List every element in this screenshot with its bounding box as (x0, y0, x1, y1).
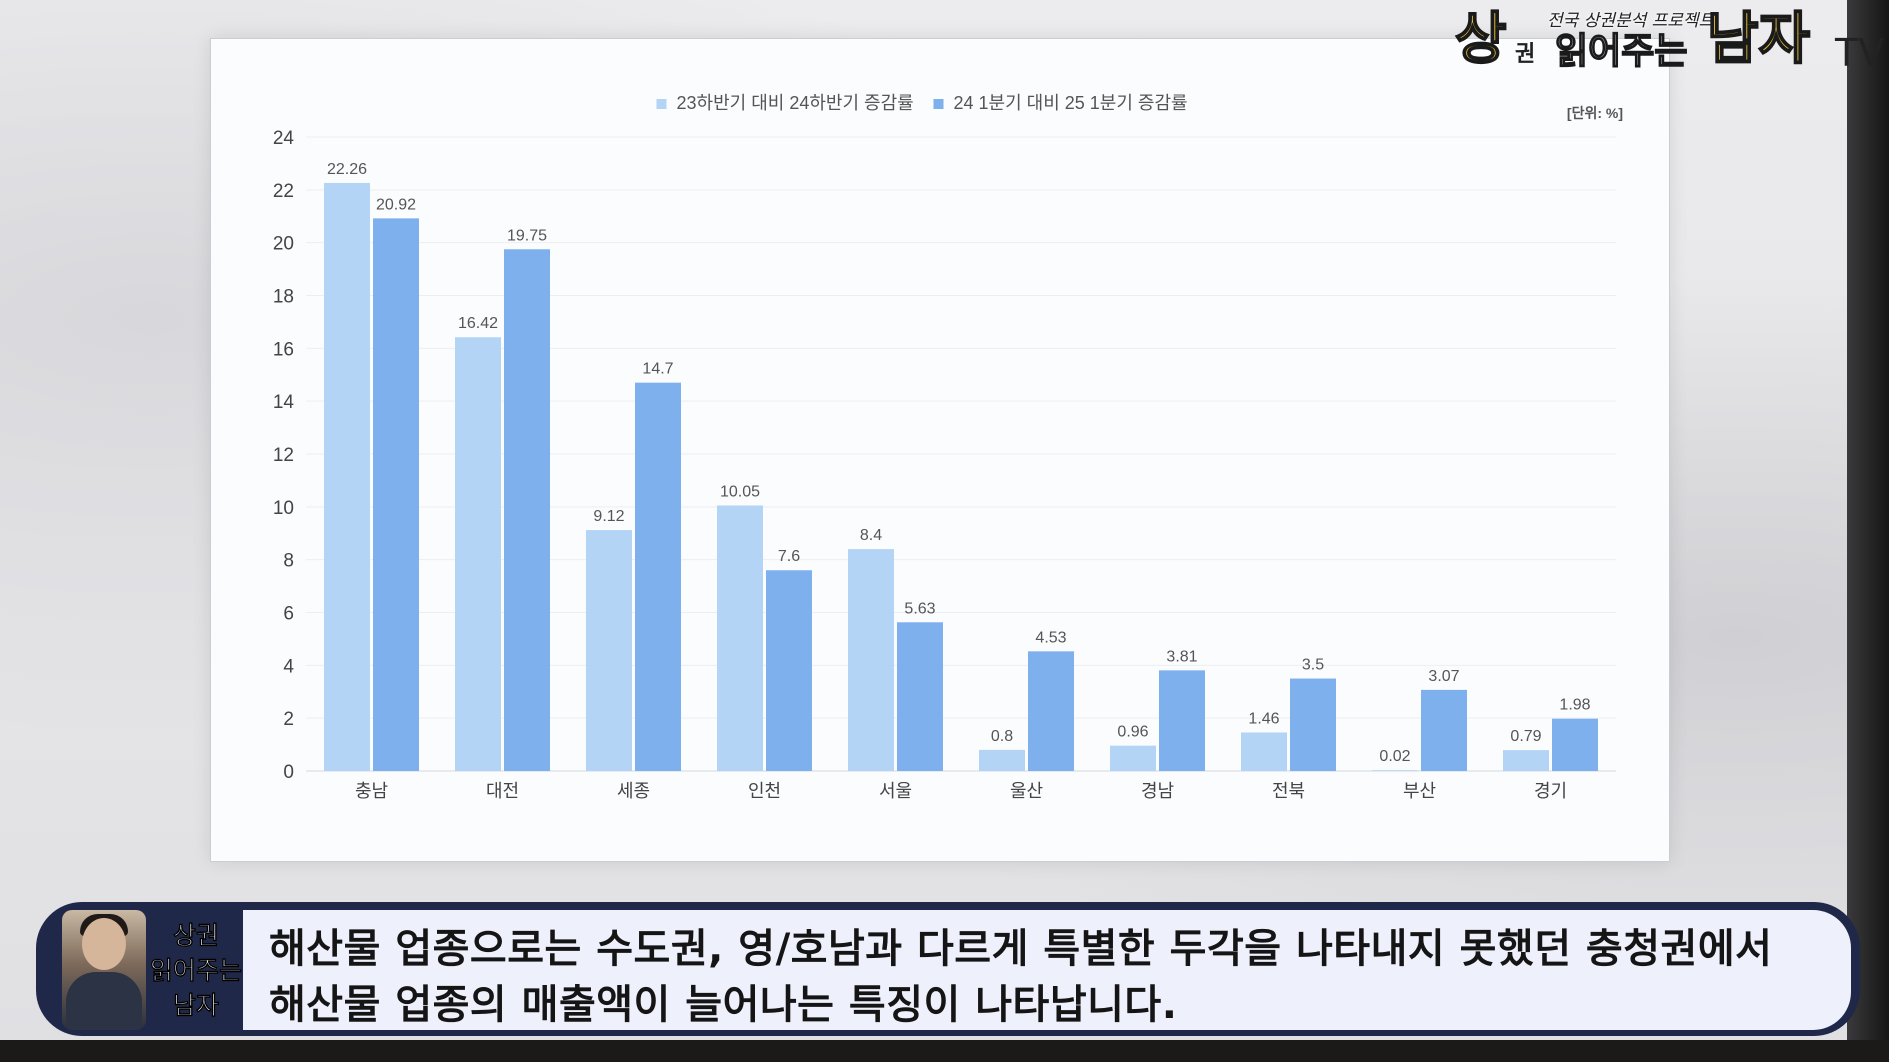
data-label: 19.75 (507, 227, 547, 244)
data-label: 20.92 (376, 196, 416, 213)
data-label: 1.98 (1559, 697, 1590, 714)
data-label: 22.26 (327, 161, 367, 178)
dark-edge-right (1847, 0, 1889, 1062)
data-label: 0.79 (1510, 728, 1541, 745)
data-label: 0.96 (1117, 724, 1148, 741)
x-tick-label: 전북 (1272, 781, 1305, 801)
data-label: 14.7 (642, 361, 673, 378)
y-tick-label: 22 (273, 181, 294, 202)
caption-line-2: 해산물 업종의 매출액이 늘어나는 특징이 나타납니다. (269, 982, 1178, 1028)
brand-name-part3: 남자 (1706, 7, 1811, 72)
y-tick-label: 2 (283, 709, 294, 730)
y-tick-label: 10 (273, 498, 294, 519)
y-tick-label: 12 (273, 445, 294, 466)
x-tick-label: 인천 (748, 781, 781, 801)
bar-전북-series-1 (1241, 732, 1287, 771)
x-tick-label: 경남 (1141, 781, 1174, 801)
bar-경남-series-2 (1159, 670, 1205, 771)
data-label: 3.5 (1302, 657, 1324, 674)
presenter-avatar (62, 910, 146, 1030)
y-tick-label: 18 (273, 287, 294, 308)
brand-tagline: 전국 상권분석 프로젝트 (1547, 11, 1715, 31)
brand-name-part1: 상 (1454, 7, 1508, 72)
bar-경기-series-2 (1552, 718, 1598, 771)
caption-line-1: 해산물 업종으로는 수도권, 영/호남과 다르게 특별한 두각을 나타내지 못했… (269, 926, 1773, 972)
unit-label: [단위: %] (1567, 105, 1623, 121)
brand-name-part4: TV (1835, 31, 1885, 75)
data-label: 0.02 (1379, 748, 1410, 765)
subtitle-logo-line3: 남자 (172, 991, 220, 1021)
bar-경남-series-1 (1110, 745, 1156, 771)
bar-서울-series-2 (897, 622, 943, 771)
brand-name-part2: 읽어주는 (1554, 31, 1688, 72)
data-labels: 22.26 20.92 16.42 19.75 9.12 14.7 10.05 7.6 8.4 5… (327, 161, 1591, 765)
legend: 23하반기 대비 24하반기 증감률 24 1분기 대비 25 1분기 증감률 (656, 93, 1188, 113)
y-tick-label: 20 (273, 234, 294, 255)
y-tick-label: 16 (273, 339, 294, 360)
data-label: 16.42 (458, 315, 498, 332)
channel-logo: 전국 상권분석 프로젝트 상 권 읽어주는 남자 TV (1454, 6, 1884, 84)
legend-label-1: 23하반기 대비 24하반기 증감률 (677, 93, 914, 113)
bar-충남-series-2 (373, 218, 419, 771)
legend-swatch-1 (656, 99, 667, 109)
bar-인천-series-1 (717, 505, 763, 771)
bar-세종-series-1 (586, 530, 632, 771)
bar-부산-series-1 (1372, 770, 1418, 771)
x-tick-label: 세종 (617, 781, 650, 801)
data-label: 10.05 (720, 484, 760, 501)
data-label: 4.53 (1035, 629, 1066, 646)
x-tick-label: 경기 (1534, 781, 1567, 801)
bar-전북-series-2 (1290, 678, 1336, 771)
subtitle-logo-line2: 읽어주는 (149, 956, 243, 986)
bar-인천-series-2 (766, 570, 812, 771)
data-label: 9.12 (593, 508, 624, 525)
y-tick-label: 4 (283, 656, 294, 677)
legend-swatch-2 (933, 99, 944, 109)
x-tick-label: 부산 (1403, 781, 1436, 801)
data-label: 5.63 (904, 600, 935, 617)
bar-경기-series-1 (1503, 750, 1549, 771)
bar-세종-series-2 (635, 382, 681, 771)
data-label: 7.6 (778, 548, 800, 565)
data-label: 3.07 (1428, 668, 1459, 685)
bar-울산-series-1 (979, 749, 1025, 771)
bar-대전-series-1 (455, 337, 501, 771)
x-tick-label: 울산 (1010, 781, 1043, 801)
brand-name-part1-small: 권 (1515, 42, 1536, 67)
bar-부산-series-2 (1421, 689, 1467, 771)
caption-box: 해산물 업종으로는 수도권, 영/호남과 다르게 특별한 두각을 나타내지 못했… (243, 910, 1851, 1030)
subtitle-logo-line1: 상권 (172, 921, 220, 951)
bar-대전-series-2 (504, 249, 550, 772)
bar-서울-series-1 (848, 549, 894, 771)
data-label: 1.46 (1248, 710, 1279, 727)
bars (324, 182, 1598, 772)
y-tick-label: 8 (283, 551, 294, 572)
x-tick-label: 대전 (486, 781, 519, 801)
data-label: 0.8 (991, 728, 1013, 745)
y-tick-label: 14 (273, 392, 295, 413)
bar-충남-series-1 (324, 182, 370, 772)
dark-edge-bottom (0, 1040, 1889, 1062)
x-tick-label: 충남 (355, 781, 388, 801)
y-tick-label: 6 (283, 604, 294, 625)
chart-card: 0 2 4 6 8 10 12 14 16 18 20 22 24 22.26 20.92 16.42 19.… (210, 38, 1670, 862)
data-label: 8.4 (860, 527, 882, 544)
x-axis-ticks: 충남 대전 세종 인천 서울 울산 경남 전북 부산 경기 (355, 781, 1567, 801)
y-tick-label: 24 (273, 128, 295, 149)
subtitle-logo: 상권 읽어주는 남자 (146, 918, 246, 1028)
legend-label-2: 24 1분기 대비 25 1분기 증감률 (954, 93, 1188, 113)
grid-lines (306, 136, 1616, 772)
data-label: 3.81 (1166, 648, 1197, 665)
x-tick-label: 서울 (879, 781, 912, 801)
y-tick-label: 0 (283, 762, 294, 783)
bar-울산-series-2 (1028, 651, 1074, 771)
